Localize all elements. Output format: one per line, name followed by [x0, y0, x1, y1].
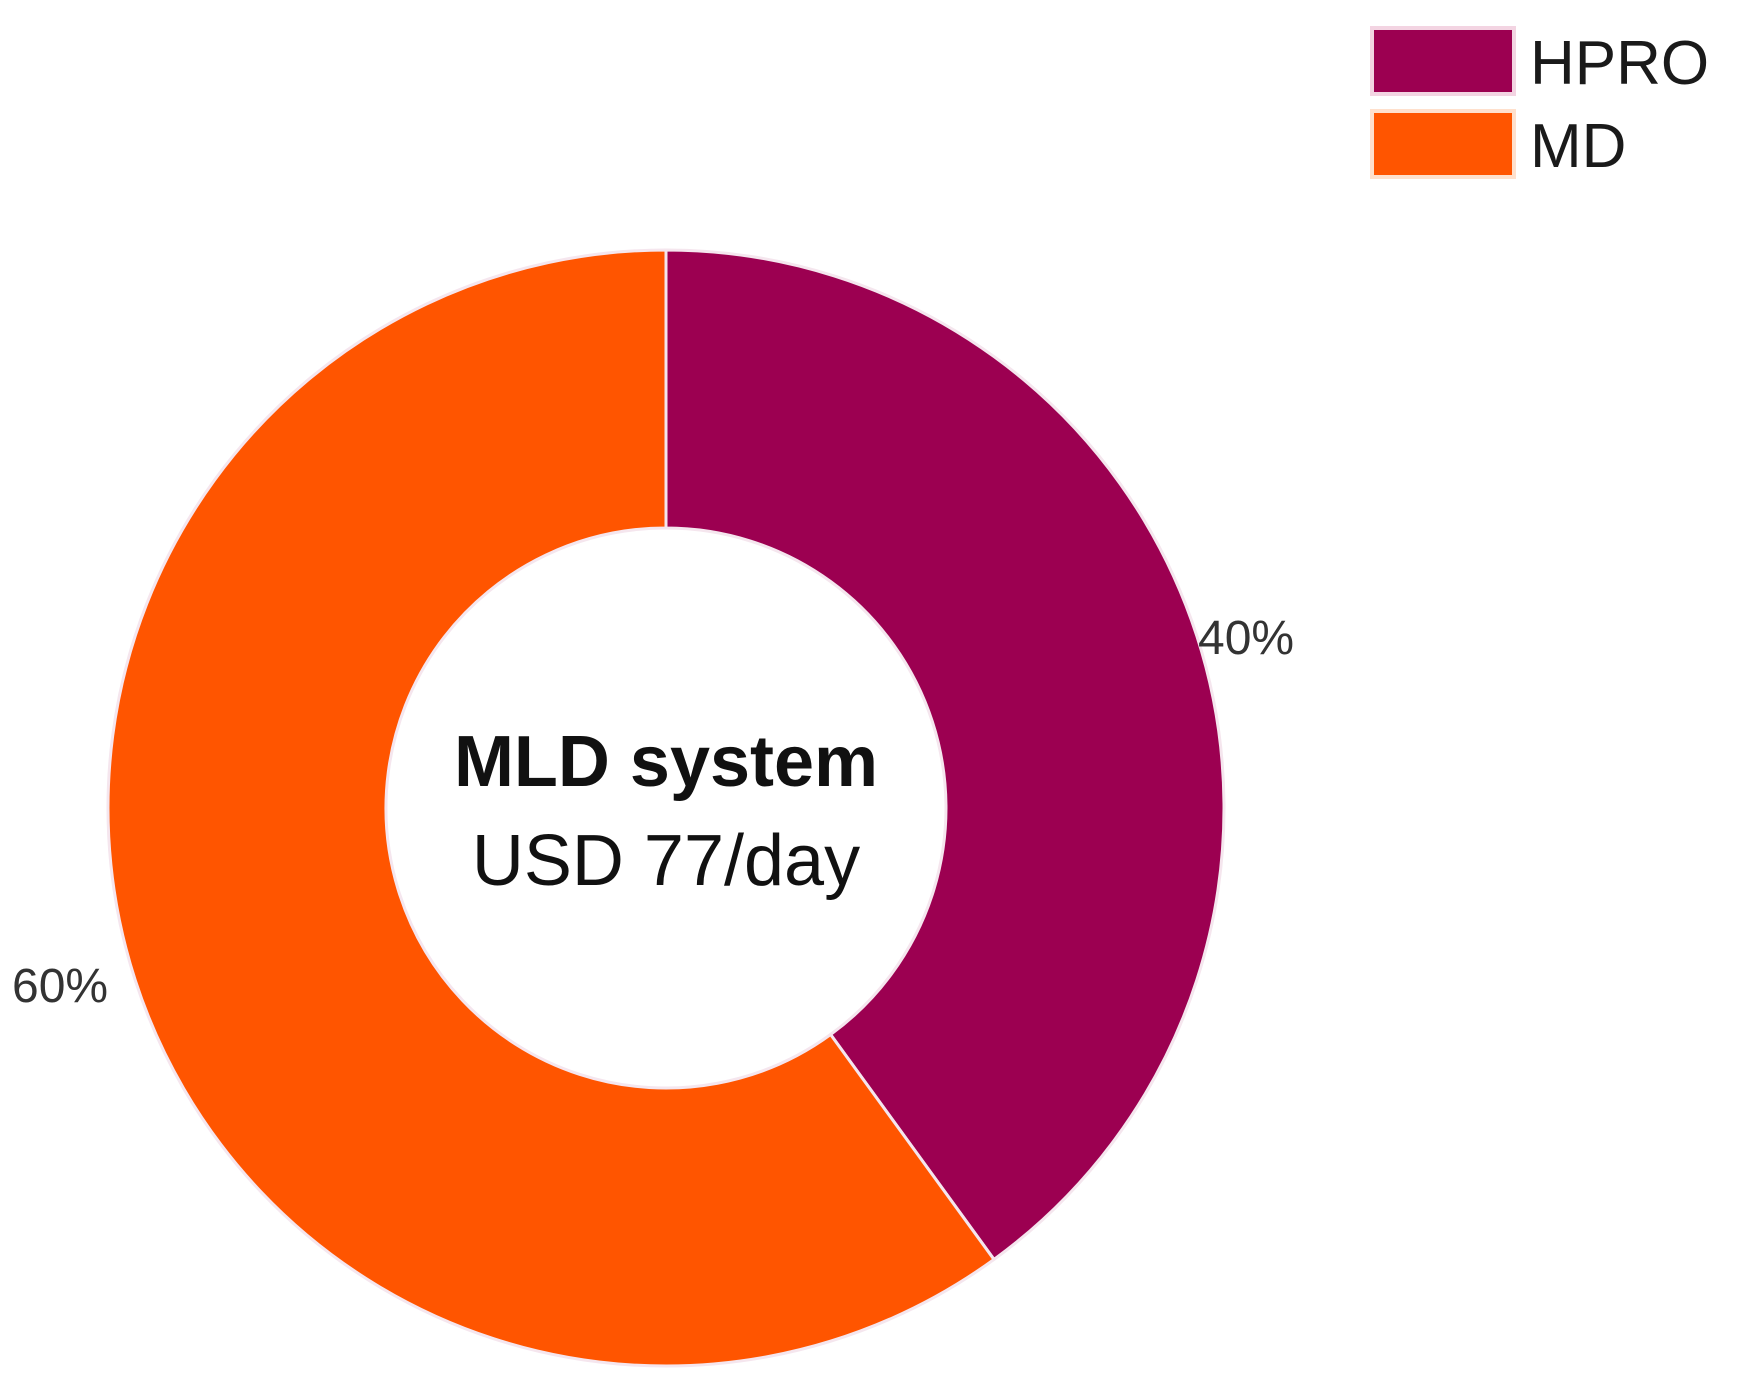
- slice-hpro: [664, 248, 1226, 1262]
- donut-slices: [106, 248, 1226, 1368]
- legend-label-hpro: HPRO: [1530, 29, 1709, 98]
- legend-item-md: MD: [1370, 109, 1626, 181]
- legend-item-hpro: HPRO: [1370, 26, 1709, 98]
- slice-md: [106, 248, 997, 1368]
- slice-label-md: 60%: [12, 960, 108, 1013]
- legend-swatch-md: [1370, 109, 1516, 179]
- donut-center: MLD system USD 77/day: [454, 722, 878, 901]
- center-title: MLD system: [454, 722, 878, 802]
- slice-labels: 40% 60%: [12, 612, 1294, 1013]
- legend-swatch-hpro: [1370, 26, 1516, 96]
- slice-label-hpro: 40%: [1198, 612, 1294, 665]
- legend: HPRO MD: [1370, 26, 1709, 181]
- center-subtitle: USD 77/day: [472, 821, 860, 901]
- legend-label-md: MD: [1530, 112, 1626, 181]
